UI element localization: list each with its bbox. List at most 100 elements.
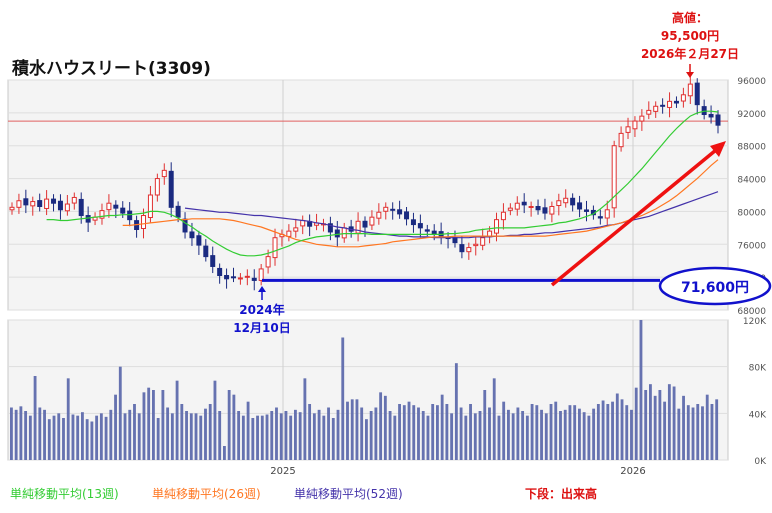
volume-bar <box>625 405 629 460</box>
candle-body <box>452 237 458 244</box>
volume-bar <box>355 399 359 460</box>
candle-body <box>404 211 410 220</box>
volume-bar <box>417 407 420 460</box>
volume-bar <box>284 411 288 460</box>
candle-body <box>715 114 721 126</box>
candle-body <box>78 198 84 217</box>
candle-body <box>286 230 292 237</box>
volume-bar <box>350 399 354 460</box>
volume-bar <box>686 405 690 460</box>
volume-bar <box>152 390 155 460</box>
candle-body <box>611 145 617 209</box>
volume-bar <box>454 363 458 460</box>
volume-bar <box>615 393 619 460</box>
candle-body <box>417 223 423 229</box>
volume-bar <box>644 390 648 460</box>
volume-bar <box>360 407 364 460</box>
volume-bar <box>156 418 160 460</box>
volume-tick-label: 40K <box>749 410 767 420</box>
candle-body <box>556 200 562 207</box>
candle-body <box>383 206 389 212</box>
volume-bar <box>270 411 274 460</box>
volume-bar <box>52 415 56 460</box>
price-panel <box>7 79 729 311</box>
volume-bar <box>246 401 250 460</box>
candle-body <box>230 276 236 279</box>
volume-bar <box>658 390 662 460</box>
volume-bar <box>369 411 373 460</box>
volume-bar <box>412 405 416 460</box>
candle-body <box>507 207 513 211</box>
volume-bar <box>431 404 435 460</box>
volume-axis: 120K 80K 40K 0K <box>743 317 767 467</box>
volume-bar <box>620 399 624 460</box>
volume-bar <box>379 392 383 460</box>
price-tick-label: 76000 <box>737 241 766 251</box>
volume-tick-label: 80K <box>749 364 767 374</box>
candle-body <box>646 109 652 115</box>
volume-bar <box>421 411 425 460</box>
candle-body <box>120 207 126 214</box>
candle-body <box>258 268 264 281</box>
volume-bar <box>241 415 245 460</box>
candle-body <box>397 209 403 215</box>
volume-bar <box>189 413 193 460</box>
volume-bar <box>180 404 184 460</box>
candle-body <box>300 219 306 227</box>
candle-body <box>362 220 368 228</box>
candle-body <box>667 100 673 108</box>
candle-body <box>272 237 278 259</box>
volume-bar <box>535 405 539 460</box>
candle-body <box>141 215 147 230</box>
volume-bar <box>383 395 387 460</box>
candle-body <box>244 275 250 278</box>
candle-body <box>639 115 645 122</box>
candle-body <box>237 277 243 280</box>
volume-bar <box>639 320 643 460</box>
volume-bar <box>166 407 170 460</box>
price-tick-label: 68000 <box>737 307 766 317</box>
candle-body <box>16 200 22 208</box>
candle-body <box>549 206 555 215</box>
candle-body <box>37 200 43 207</box>
volume-bar <box>374 407 378 460</box>
candle-body <box>57 200 63 211</box>
volume-bar <box>701 406 704 460</box>
candle-body <box>542 207 548 214</box>
volume-bar <box>578 408 581 460</box>
volume-bar <box>507 409 510 460</box>
candle-body <box>369 216 375 226</box>
candle-body <box>127 210 133 221</box>
candle-body <box>597 216 603 219</box>
volume-bar <box>559 411 562 460</box>
volume-bar <box>114 394 117 460</box>
candle-body <box>500 211 506 221</box>
volume-bar <box>128 409 132 460</box>
volume-bar <box>43 409 46 460</box>
volume-bar <box>204 408 207 460</box>
volume-bar <box>388 411 392 460</box>
volume-bar <box>677 408 681 460</box>
candle-body <box>494 219 500 234</box>
volume-bar <box>109 409 113 460</box>
volume-bar <box>90 421 94 460</box>
candle-body <box>431 230 437 235</box>
candle-body <box>293 227 299 232</box>
volume-bar <box>256 415 259 460</box>
candle-body <box>570 197 576 206</box>
volume-bar <box>170 413 174 460</box>
volume-bar <box>516 407 520 460</box>
high-note-price: 95,500円 <box>661 29 719 43</box>
candle-body <box>694 82 700 106</box>
candle-body <box>680 94 686 102</box>
candle-body <box>64 203 70 212</box>
volume-bar <box>76 415 80 460</box>
volume-bar <box>38 407 42 460</box>
volume-bar <box>265 414 269 460</box>
volume-bar <box>398 404 401 460</box>
volume-bar <box>322 415 326 460</box>
low-arrow-head-icon <box>258 286 266 292</box>
volume-bar <box>161 390 165 460</box>
volume-bar <box>194 413 198 460</box>
volume-bar <box>630 409 633 460</box>
